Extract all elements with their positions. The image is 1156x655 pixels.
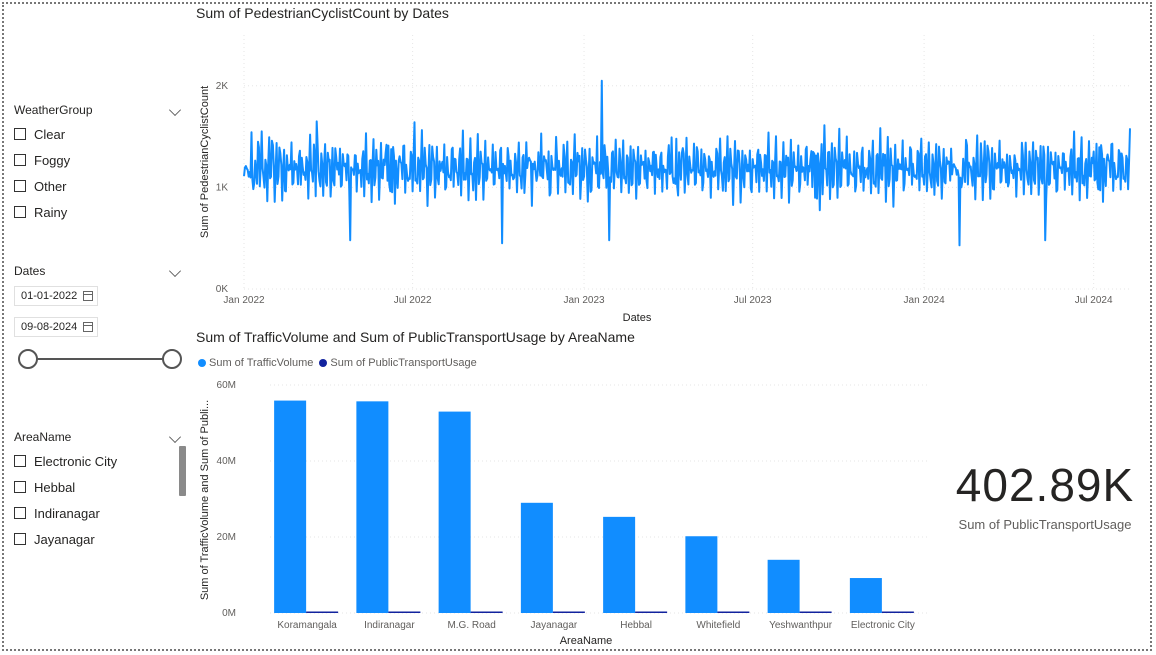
date-range-start-handle[interactable] <box>18 349 38 369</box>
dates-slicer: Dates <box>14 264 184 384</box>
y-tick-label: 20M <box>217 532 236 543</box>
date-range-end-handle[interactable] <box>162 349 182 369</box>
checkbox[interactable] <box>14 481 26 493</box>
pedestrian-cyclist-line <box>243 79 1131 247</box>
bar-public-transport-usage <box>635 611 668 613</box>
legend-item-traffic-volume[interactable]: Sum of TrafficVolume <box>198 357 313 369</box>
x-tick-label: Jan 2023 <box>563 295 605 306</box>
areaname-slicer-scrollbar[interactable] <box>179 446 186 496</box>
date-range-slider-track[interactable] <box>28 358 172 360</box>
line-chart[interactable]: 0K 1K 2K Jan 2022 Jul 2022 Jan 2023 Jul 2023 Ja… <box>0 0 1156 330</box>
checkbox[interactable] <box>14 455 26 467</box>
y-tick-label: 1K <box>216 182 229 193</box>
slicer-item-rainy[interactable]: Rainy <box>14 199 184 225</box>
slicer-item-hebbal[interactable]: Hebbal <box>14 474 184 500</box>
bar-traffic-volume <box>438 411 471 613</box>
y-tick-label: 0K <box>216 284 229 295</box>
bar-public-transport-usage <box>881 611 914 613</box>
slicer-item-indiranagar[interactable]: Indiranagar <box>14 500 184 526</box>
slicer-item-label: Foggy <box>34 152 71 168</box>
weathergroup-slicer-header[interactable]: WeatherGroup <box>14 103 184 121</box>
areaname-slicer: AreaName Electronic City Hebbal Indirana… <box>14 430 184 552</box>
y-axis-title: Sum of PedestrianCyclistCount <box>199 86 211 238</box>
bar-public-transport-usage <box>717 611 750 613</box>
slicer-item-label: Electronic City <box>34 453 118 469</box>
legend-item-public-transport[interactable]: Sum of PublicTransportUsage <box>319 357 477 369</box>
x-tick-label: Jul 2023 <box>734 295 772 306</box>
checkbox[interactable] <box>14 206 26 218</box>
bar-public-transport-usage <box>799 611 832 613</box>
slicer-item-clear[interactable]: Clear <box>14 121 184 147</box>
start-date-input[interactable]: 01-01-2022 <box>14 286 98 306</box>
weathergroup-slicer: WeatherGroup Clear Foggy Other Rainy <box>14 103 184 225</box>
slicer-item-label: Clear <box>34 126 66 142</box>
slicer-item-label: Rainy <box>34 204 68 220</box>
kpi-card-label: Sum of PublicTransportUsage <box>958 517 1132 532</box>
dates-slicer-title: Dates <box>14 264 46 278</box>
checkbox[interactable] <box>14 507 26 519</box>
x-tick-label: Jan 2022 <box>223 295 265 306</box>
bar-traffic-volume <box>849 578 882 613</box>
x-axis-title: AreaName <box>560 635 613 647</box>
bar-traffic-volume <box>520 502 553 613</box>
slicer-item-other[interactable]: Other <box>14 173 184 199</box>
slicer-item-jayanagar[interactable]: Jayanagar <box>14 526 184 552</box>
x-tick-label: Hebbal <box>620 620 652 631</box>
slicer-item-foggy[interactable]: Foggy <box>14 147 184 173</box>
slicer-item-label: Indiranagar <box>34 505 100 521</box>
bar-traffic-volume <box>274 400 307 613</box>
x-tick-label: Jul 2022 <box>394 295 432 306</box>
areaname-slicer-header[interactable]: AreaName <box>14 430 184 448</box>
bar-public-transport-usage <box>388 611 421 613</box>
checkbox[interactable] <box>14 154 26 166</box>
y-tick-label: 60M <box>217 380 236 391</box>
checkbox[interactable] <box>14 533 26 545</box>
y-tick-label: 40M <box>217 456 236 467</box>
x-tick-label: M.G. Road <box>447 620 495 631</box>
end-date-input[interactable]: 09-08-2024 <box>14 317 98 337</box>
calendar-icon[interactable] <box>83 291 93 301</box>
legend-dot-icon <box>198 359 206 367</box>
x-tick-label: Jul 2024 <box>1075 295 1113 306</box>
bar-chart[interactable]: 0M 20M 40M 60M Koramangala Indiranagar M.G. Ro… <box>0 0 940 655</box>
y-tick-label: 2K <box>216 81 229 92</box>
checkbox[interactable] <box>14 180 26 192</box>
legend-dot-icon <box>319 359 328 367</box>
end-date-value: 09-08-2024 <box>21 321 78 333</box>
bar-public-transport-usage <box>552 611 585 613</box>
slicer-item-label: Other <box>34 178 67 194</box>
kpi-card-value: 402.89K <box>955 459 1135 511</box>
x-tick-label: Jayanagar <box>531 620 578 631</box>
bar-chart-legend: Sum of TrafficVolume Sum of PublicTransp… <box>198 357 483 369</box>
start-date-value: 01-01-2022 <box>21 290 78 302</box>
slicer-item-electronic-city[interactable]: Electronic City <box>14 448 184 474</box>
y-axis-title: Sum of TrafficVolume and Sum of Publi... <box>199 400 211 600</box>
bar-public-transport-usage <box>470 611 503 613</box>
x-tick-label: Indiranagar <box>364 620 415 631</box>
bar-traffic-volume <box>603 516 636 613</box>
x-tick-label: Jan 2024 <box>904 295 946 306</box>
x-tick-label: Whitefield <box>696 620 740 631</box>
legend-label: Sum of PublicTransportUsage <box>330 357 477 369</box>
checkbox[interactable] <box>14 128 26 140</box>
bar-chart-title: Sum of TrafficVolume and Sum of PublicTr… <box>196 329 635 345</box>
dates-slicer-header[interactable]: Dates <box>14 264 184 282</box>
line-chart-title: Sum of PedestrianCyclistCount by Dates <box>196 5 449 21</box>
slicer-item-label: Jayanagar <box>34 531 95 547</box>
slicer-item-label: Hebbal <box>34 479 76 495</box>
bar-traffic-volume <box>685 536 718 613</box>
legend-label: Sum of TrafficVolume <box>209 357 314 369</box>
bar-public-transport-usage <box>306 611 339 613</box>
x-tick-label: Yeshwanthpur <box>769 620 833 631</box>
bar-traffic-volume <box>767 559 800 613</box>
weathergroup-slicer-title: WeatherGroup <box>14 103 93 117</box>
calendar-icon[interactable] <box>83 322 93 332</box>
x-tick-label: Koramangala <box>277 620 337 631</box>
y-tick-label: 0M <box>222 608 236 619</box>
areaname-slicer-title: AreaName <box>14 430 72 444</box>
x-axis-title: Dates <box>623 312 652 324</box>
bar-traffic-volume <box>356 401 389 613</box>
x-tick-label: Electronic City <box>851 620 915 631</box>
